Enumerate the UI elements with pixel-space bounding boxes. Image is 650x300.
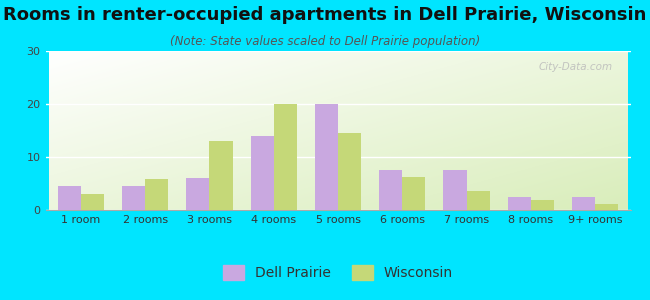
Bar: [315, 104, 338, 210]
Bar: [443, 170, 467, 210]
Bar: [531, 200, 554, 210]
Bar: [58, 186, 81, 210]
Bar: [81, 194, 104, 210]
Bar: [338, 133, 361, 210]
Text: (Note: State values scaled to Dell Prairie population): (Note: State values scaled to Dell Prair…: [170, 34, 480, 47]
Bar: [274, 104, 297, 210]
Bar: [187, 178, 209, 210]
Bar: [209, 141, 233, 210]
Bar: [122, 186, 145, 210]
Legend: Dell Prairie, Wisconsin: Dell Prairie, Wisconsin: [218, 260, 458, 286]
Bar: [595, 204, 618, 210]
Bar: [402, 177, 426, 210]
Bar: [379, 170, 402, 210]
Bar: [250, 136, 274, 210]
Bar: [508, 197, 531, 210]
Bar: [467, 191, 489, 210]
Text: City-Data.com: City-Data.com: [539, 62, 613, 72]
Bar: [572, 197, 595, 210]
Text: Rooms in renter-occupied apartments in Dell Prairie, Wisconsin: Rooms in renter-occupied apartments in D…: [3, 6, 647, 24]
Bar: [145, 179, 168, 210]
